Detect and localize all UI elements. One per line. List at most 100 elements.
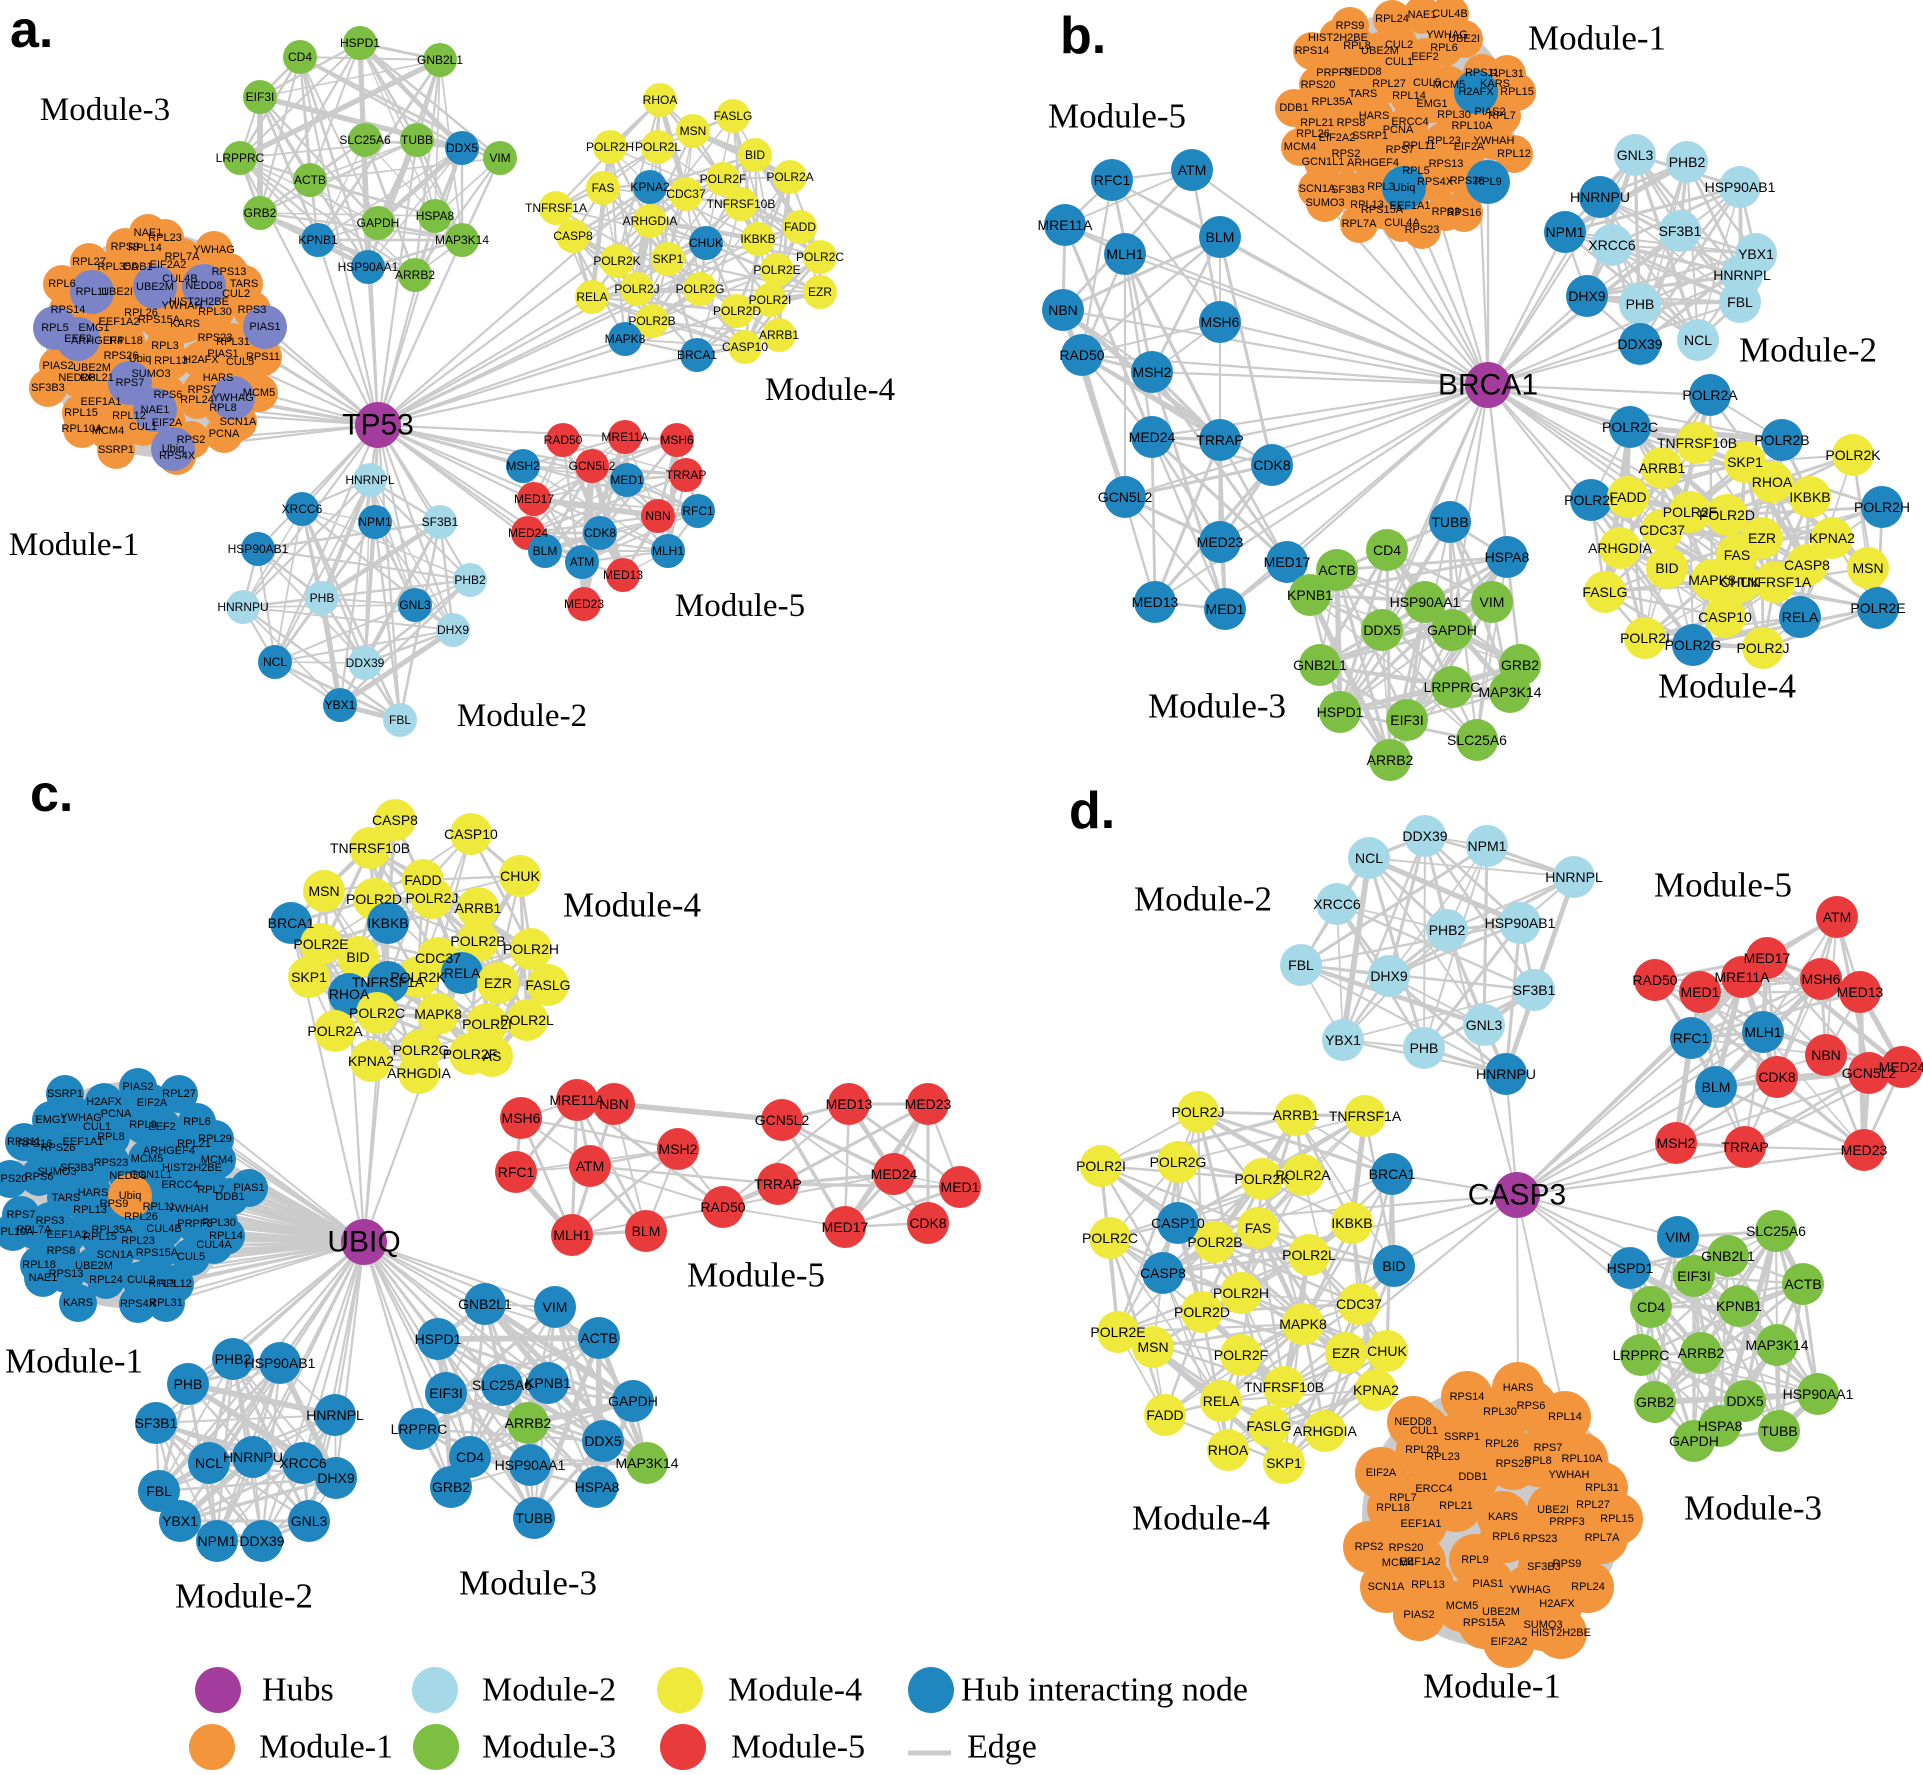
svg-text:MED24: MED24 bbox=[508, 526, 548, 540]
svg-text:ARRB1: ARRB1 bbox=[759, 328, 799, 342]
svg-text:NAE1: NAE1 bbox=[134, 227, 163, 239]
svg-text:RPL14: RPL14 bbox=[128, 242, 162, 254]
svg-text:RPS11: RPS11 bbox=[246, 351, 280, 363]
svg-text:CUL5: CUL5 bbox=[1413, 77, 1441, 89]
svg-text:MED13: MED13 bbox=[603, 568, 643, 582]
svg-text:FBL: FBL bbox=[1288, 957, 1314, 973]
svg-text:RPL12: RPL12 bbox=[158, 1278, 192, 1290]
svg-text:POLR2J: POLR2J bbox=[1172, 1104, 1225, 1120]
svg-text:TNFRSF10B: TNFRSF10B bbox=[1657, 435, 1737, 451]
svg-text:POLR2I: POLR2I bbox=[1076, 1158, 1126, 1174]
svg-text:GNB2L1: GNB2L1 bbox=[1701, 1248, 1755, 1264]
svg-text:MCM5: MCM5 bbox=[1433, 79, 1465, 91]
svg-text:KPNB1: KPNB1 bbox=[298, 233, 338, 247]
svg-text:MED24: MED24 bbox=[1879, 1059, 1923, 1075]
svg-text:BLM: BLM bbox=[533, 544, 558, 558]
svg-text:LRPPRC: LRPPRC bbox=[1424, 679, 1481, 695]
svg-text:BLM: BLM bbox=[1206, 229, 1235, 245]
svg-text:Module-4: Module-4 bbox=[1658, 667, 1796, 706]
svg-text:UBE2I: UBE2I bbox=[1537, 1504, 1569, 1516]
svg-text:RPL7A: RPL7A bbox=[1585, 1532, 1621, 1544]
svg-text:RPL31: RPL31 bbox=[1585, 1482, 1619, 1494]
svg-text:MCM5: MCM5 bbox=[1446, 1600, 1478, 1612]
svg-text:DDX5: DDX5 bbox=[1726, 1393, 1764, 1409]
svg-text:PRPF3: PRPF3 bbox=[1549, 1516, 1584, 1528]
svg-text:MSH6: MSH6 bbox=[1802, 971, 1841, 987]
svg-text:HNRNPL: HNRNPL bbox=[1545, 869, 1603, 885]
svg-text:PIAS1: PIAS1 bbox=[1472, 1578, 1503, 1590]
svg-text:SF3B1: SF3B1 bbox=[422, 515, 459, 529]
svg-text:KPNB1: KPNB1 bbox=[525, 1375, 571, 1391]
svg-text:CDC37: CDC37 bbox=[1336, 1296, 1382, 1312]
svg-text:RPL30: RPL30 bbox=[1483, 1406, 1517, 1418]
svg-text:ATM: ATM bbox=[1823, 909, 1852, 925]
svg-text:ARHGDIA: ARHGDIA bbox=[623, 214, 678, 228]
svg-text:GRB2: GRB2 bbox=[1636, 1394, 1674, 1410]
svg-text:SCN1A: SCN1A bbox=[97, 1249, 134, 1261]
svg-text:EIF2A2: EIF2A2 bbox=[150, 259, 187, 271]
svg-text:YBX1: YBX1 bbox=[162, 1513, 198, 1529]
svg-text:RHOA: RHOA bbox=[1208, 1442, 1249, 1458]
svg-text:HNRNPU: HNRNPU bbox=[1570, 189, 1630, 205]
svg-text:FBL: FBL bbox=[1727, 294, 1753, 310]
svg-text:Hub interacting node: Hub interacting node bbox=[961, 1672, 1248, 1709]
svg-text:DDX39: DDX39 bbox=[239, 1533, 284, 1549]
svg-text:HSP90AA1: HSP90AA1 bbox=[1390, 594, 1461, 610]
svg-text:ARRB2: ARRB2 bbox=[1678, 1345, 1725, 1361]
svg-text:IKBKB: IKBKB bbox=[367, 915, 408, 931]
svg-text:HSP90AA1: HSP90AA1 bbox=[495, 1457, 566, 1473]
svg-text:NAE1: NAE1 bbox=[141, 404, 170, 416]
svg-text:NPM1: NPM1 bbox=[1546, 224, 1585, 240]
svg-text:TNFRSF1A: TNFRSF1A bbox=[352, 974, 425, 990]
svg-text:Module-3: Module-3 bbox=[40, 92, 170, 128]
svg-text:CUL4A: CUL4A bbox=[1384, 217, 1420, 229]
svg-text:EIF3I: EIF3I bbox=[1677, 1268, 1710, 1284]
svg-text:CUL1: CUL1 bbox=[83, 1121, 111, 1133]
svg-text:AS: AS bbox=[483, 1048, 502, 1064]
svg-text:RPS8: RPS8 bbox=[47, 1245, 76, 1257]
svg-text:HSP90AB1: HSP90AB1 bbox=[245, 1355, 316, 1371]
svg-text:RPS20: RPS20 bbox=[1301, 79, 1336, 91]
svg-text:YWHAH: YWHAH bbox=[1474, 135, 1515, 147]
svg-text:RPS6: RPS6 bbox=[25, 1171, 54, 1183]
svg-text:RPS16: RPS16 bbox=[18, 1138, 53, 1150]
svg-text:CUL1: CUL1 bbox=[1410, 1425, 1438, 1437]
svg-text:CUL1: CUL1 bbox=[1385, 56, 1413, 68]
svg-text:POLR2K: POLR2K bbox=[390, 969, 446, 985]
svg-text:FAS: FAS bbox=[1245, 1220, 1271, 1236]
svg-text:CASP8: CASP8 bbox=[372, 812, 418, 828]
svg-text:FASLG: FASLG bbox=[1582, 584, 1627, 600]
svg-text:H2AFX: H2AFX bbox=[1539, 1598, 1575, 1610]
svg-text:RPS23: RPS23 bbox=[94, 1157, 129, 1169]
svg-text:SF3B3: SF3B3 bbox=[1527, 1561, 1561, 1573]
svg-text:CHUK: CHUK bbox=[689, 236, 723, 250]
svg-text:RPL15: RPL15 bbox=[64, 407, 98, 419]
svg-text:POLR2K: POLR2K bbox=[593, 254, 640, 268]
svg-text:NAE1: NAE1 bbox=[29, 1272, 58, 1284]
svg-text:RPL35A: RPL35A bbox=[98, 261, 140, 273]
svg-text:NBN: NBN bbox=[599, 1096, 629, 1112]
svg-text:DDX39: DDX39 bbox=[346, 656, 385, 670]
svg-text:POLR2D: POLR2D bbox=[1174, 1304, 1230, 1320]
svg-text:POLR2I: POLR2I bbox=[1620, 630, 1670, 646]
svg-text:TRRAP: TRRAP bbox=[1721, 1139, 1768, 1155]
svg-text:LRPPRC: LRPPRC bbox=[391, 1421, 448, 1437]
svg-text:NCL: NCL bbox=[1684, 332, 1712, 348]
svg-text:DHX9: DHX9 bbox=[1568, 288, 1606, 304]
svg-text:MCM4: MCM4 bbox=[1284, 141, 1316, 153]
svg-text:MLH1: MLH1 bbox=[553, 1227, 591, 1243]
svg-text:RPS13: RPS13 bbox=[1429, 158, 1464, 170]
svg-text:HSPA8: HSPA8 bbox=[1698, 1418, 1743, 1434]
svg-text:DHX9: DHX9 bbox=[317, 1470, 355, 1486]
svg-text:Edge: Edge bbox=[967, 1729, 1037, 1766]
svg-text:DHX9: DHX9 bbox=[437, 623, 469, 637]
svg-text:RPL23: RPL23 bbox=[1427, 135, 1461, 147]
svg-text:RELA: RELA bbox=[576, 290, 607, 304]
svg-text:TNFRSF1A: TNFRSF1A bbox=[1739, 574, 1812, 590]
svg-text:PHB2: PHB2 bbox=[1429, 922, 1466, 938]
svg-text:RPL27: RPL27 bbox=[72, 256, 106, 268]
svg-text:SF3B1: SF3B1 bbox=[1513, 982, 1556, 998]
svg-text:RPL5: RPL5 bbox=[41, 322, 69, 334]
svg-text:EZR: EZR bbox=[484, 975, 512, 991]
svg-text:RPL31: RPL31 bbox=[1490, 68, 1524, 80]
